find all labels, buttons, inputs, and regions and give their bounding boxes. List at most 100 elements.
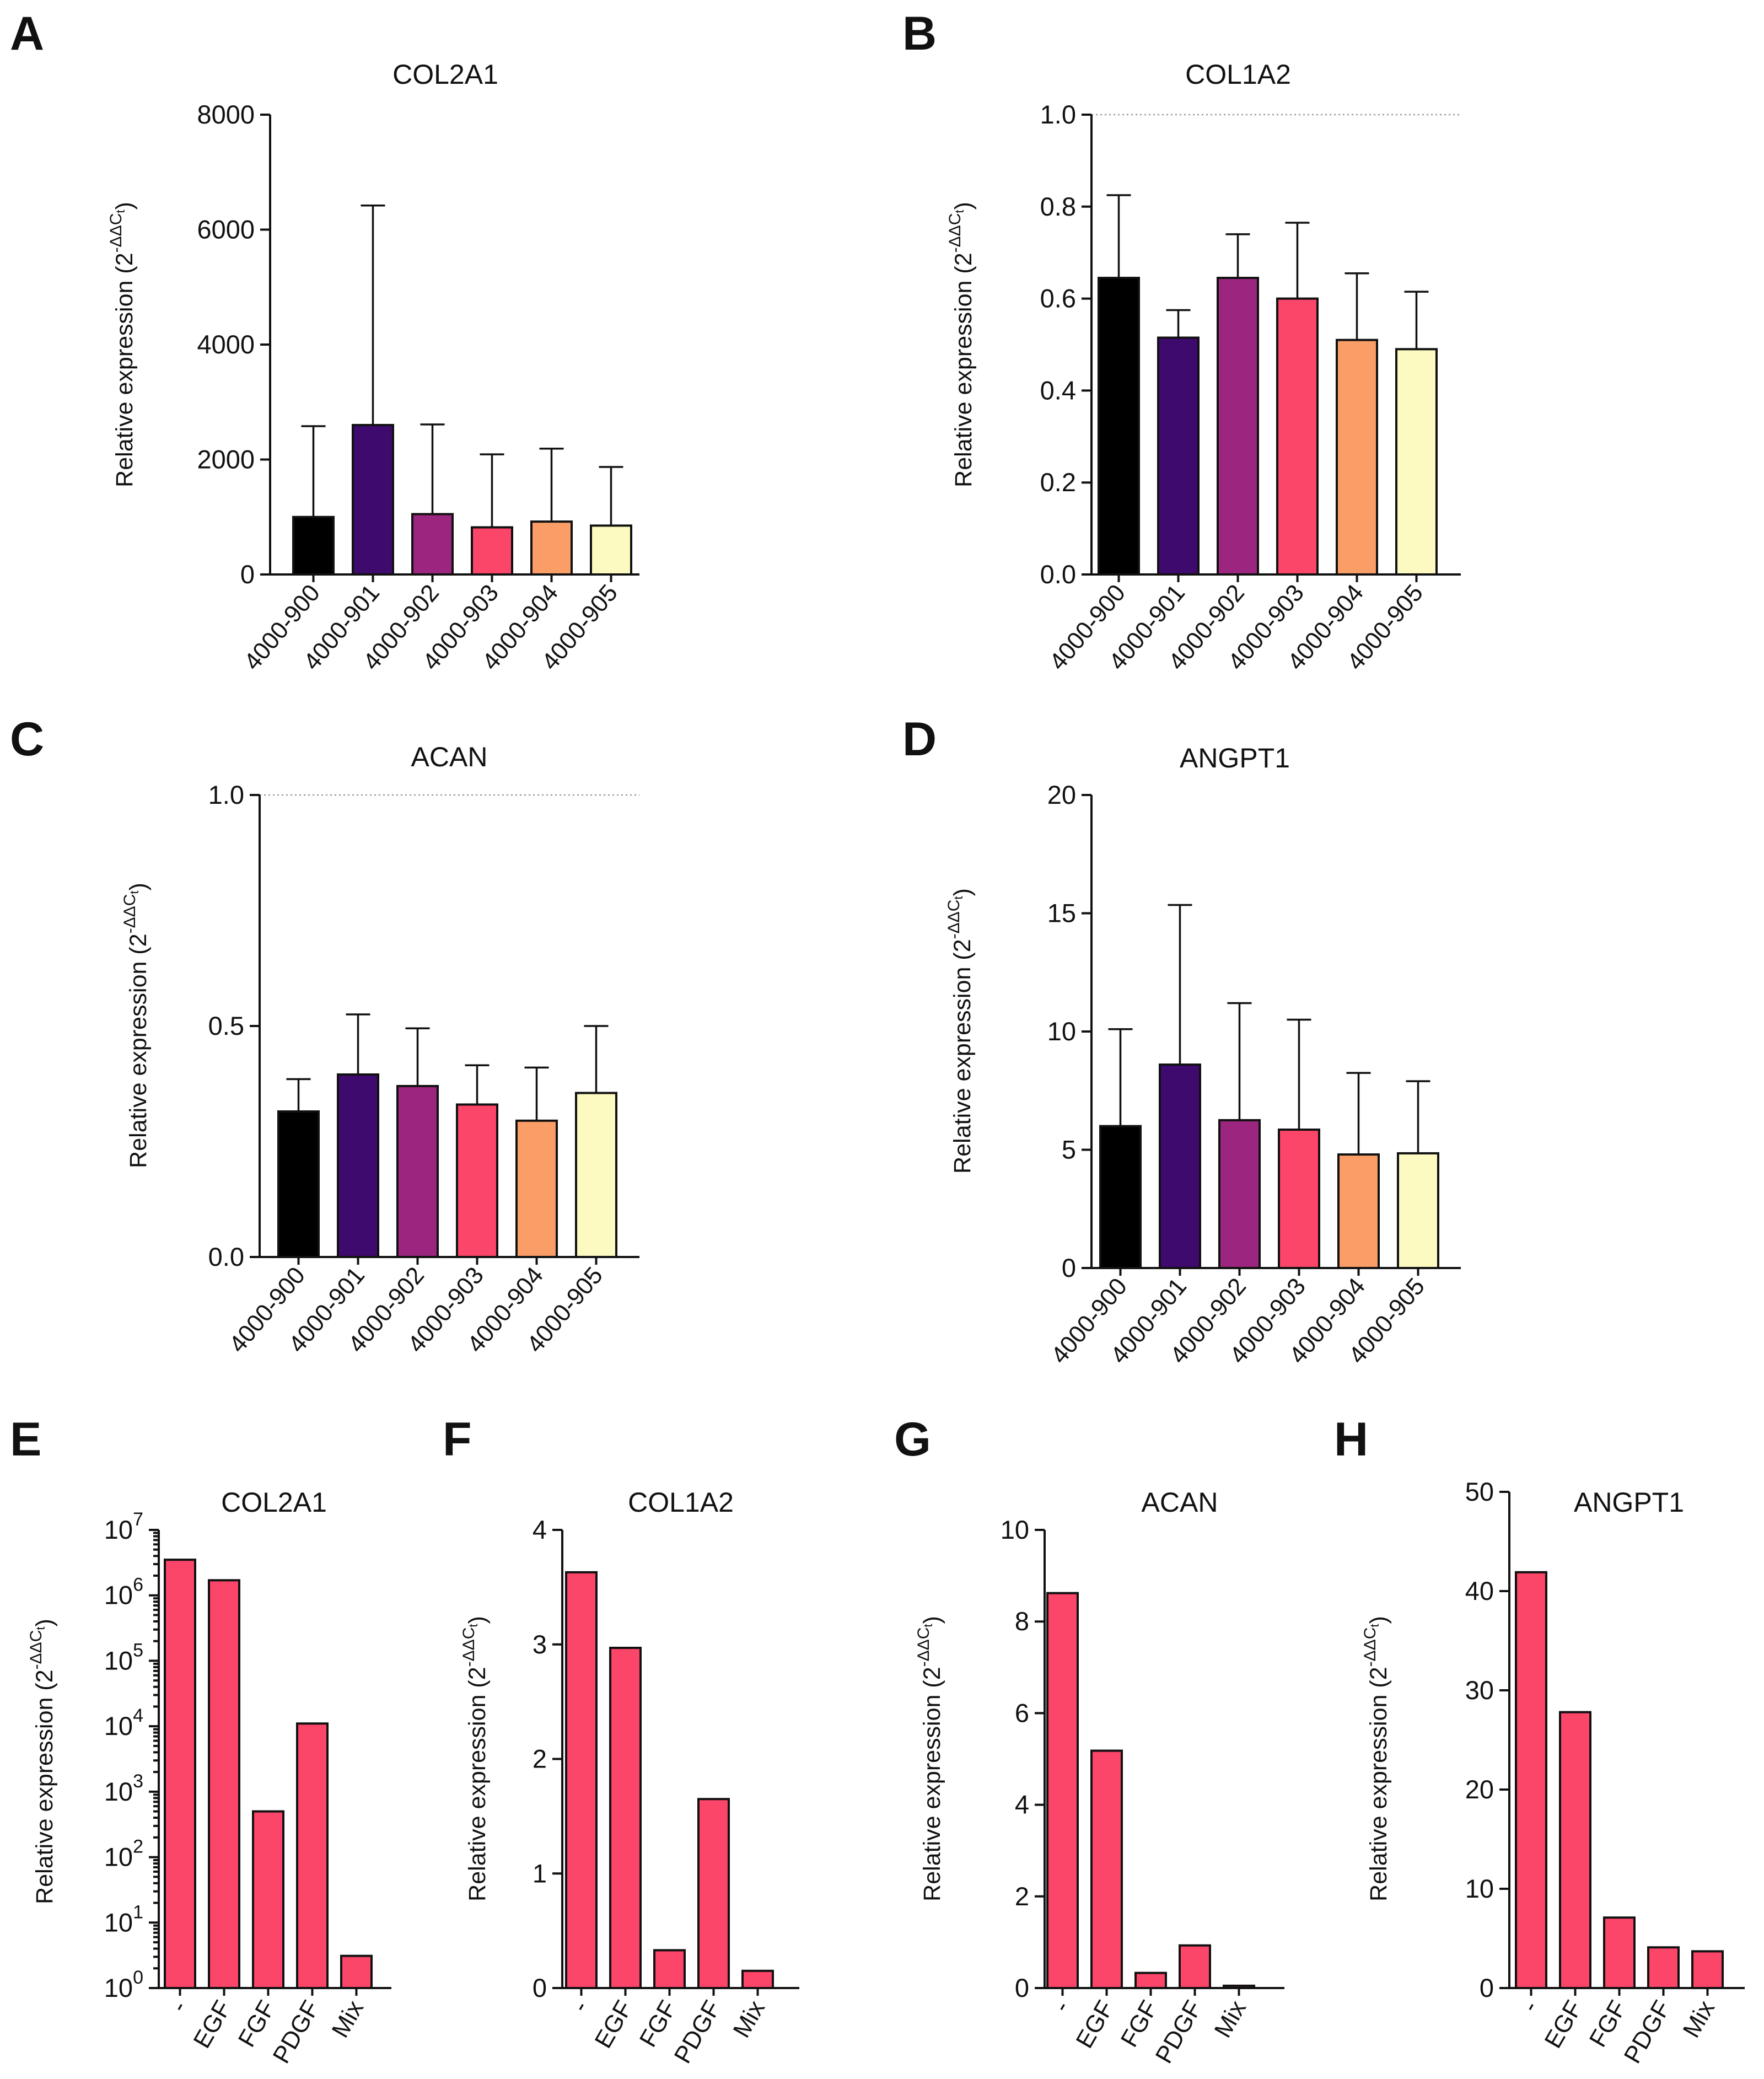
- tick-exponent: 3: [133, 1771, 143, 1792]
- y-tick-label: 0.5: [208, 1011, 244, 1040]
- error-bar: [1166, 309, 1191, 338]
- x-tick-label: PDGF: [669, 1996, 727, 2068]
- bar-mix: [1691, 1950, 1724, 1989]
- y-label-text: Relative expression (2: [464, 1667, 491, 1901]
- y-label-subscript: t: [951, 896, 965, 900]
- x-tick-label: EGF: [1539, 1996, 1588, 2053]
- bar-4000-903: [471, 526, 513, 576]
- bar-egf: [208, 1579, 240, 1989]
- y-label-text: Relative expression (2: [950, 253, 977, 487]
- y-label-superscript: -ΔΔC: [945, 900, 963, 939]
- bar-untreated: [1046, 1592, 1079, 1989]
- x-tick-label: EGF: [589, 1996, 638, 2053]
- error-bar: [346, 1013, 370, 1075]
- panel-letter: B: [902, 7, 937, 60]
- bar-pdgf: [1647, 1946, 1680, 1989]
- y-label-close: ): [1365, 1616, 1392, 1624]
- tick-exponent: 6: [133, 1575, 143, 1595]
- y-label-close: ): [464, 1616, 491, 1624]
- error-bar: [1108, 1028, 1133, 1126]
- y-axis-label: Relative expression (2-ΔΔCt): [945, 888, 976, 1174]
- bar-fgf: [1134, 1971, 1167, 1989]
- y-tick-label: 0.0: [208, 1242, 244, 1271]
- y-tick-label: 104: [104, 1705, 143, 1740]
- y-label-close: ): [125, 883, 152, 890]
- y-label-subscript: t: [953, 210, 966, 213]
- tick-base: 10: [104, 1646, 133, 1675]
- bar-mix: [340, 1954, 373, 1990]
- tick-base: 10: [104, 1908, 133, 1937]
- bar-4000-904: [530, 520, 573, 576]
- error-bar: [1285, 222, 1310, 299]
- y-label-subscript: t: [466, 1624, 480, 1627]
- y-label-close: ): [111, 202, 138, 209]
- x-tick-label: -: [1516, 1996, 1544, 2017]
- y-tick-label: 0.6: [1040, 284, 1076, 313]
- bar-pdgf: [1179, 1944, 1211, 1990]
- panel-letter: E: [10, 1413, 41, 1466]
- y-label-text: Relative expression (2: [919, 1667, 945, 1901]
- y-tick-label: 40: [1465, 1576, 1494, 1605]
- y-label-text: Relative expression (2: [125, 933, 152, 1168]
- bar-4000-900: [292, 515, 335, 576]
- bar-4000-905: [1397, 1152, 1439, 1270]
- bar-4000-902: [411, 513, 454, 576]
- tick-base: 10: [104, 1842, 133, 1872]
- error-bar: [465, 1064, 490, 1105]
- y-label-superscript: -ΔΔC: [946, 213, 964, 253]
- error-bar: [584, 1025, 609, 1093]
- x-tick-label: -: [165, 1996, 192, 2017]
- bar-4000-900: [277, 1110, 320, 1259]
- chart-title: ANGPT1: [1574, 1487, 1684, 1518]
- y-label-subscript: t: [921, 1624, 935, 1627]
- y-axis-label: Relative expression (2-ΔΔCt): [915, 1616, 945, 1901]
- chart-title: COL2A1: [221, 1487, 327, 1518]
- y-label-close: ): [31, 1619, 58, 1626]
- error-bar: [1225, 233, 1250, 278]
- y-tick-label: 20: [1465, 1775, 1494, 1804]
- bar-pdgf: [697, 1798, 730, 1989]
- y-tick-label: 1.0: [1040, 100, 1076, 129]
- error-bar: [1106, 194, 1131, 278]
- bar-4000-901: [1157, 336, 1200, 576]
- tick-base: 10: [104, 1973, 133, 2002]
- y-label-subscript: t: [127, 891, 141, 894]
- bar-4000-905: [575, 1092, 617, 1258]
- y-tick-label: 20: [1047, 780, 1076, 809]
- tick-base: 10: [104, 1581, 133, 1610]
- y-axis-label: Relative expression (2-ΔΔCt): [460, 1616, 491, 1901]
- bar-4000-905: [590, 524, 632, 576]
- x-tick-label: Mix: [1678, 1996, 1720, 2043]
- y-tick-label: 30: [1465, 1675, 1494, 1705]
- y-tick-label: 0: [1480, 1973, 1494, 2002]
- bar-4000-904: [1336, 339, 1378, 576]
- bar-egf: [609, 1646, 642, 1989]
- y-label-text: Relative expression (2: [949, 939, 976, 1173]
- error-bar: [1346, 1072, 1371, 1155]
- y-label-close: ): [949, 888, 976, 896]
- chart-title: ACAN: [1142, 1487, 1218, 1518]
- chart-panel-c: C ACAN4000-9004000-9014000-9024000-903400…: [10, 713, 639, 1358]
- y-tick-label: 102: [104, 1836, 143, 1872]
- y-tick-label: 2: [1015, 1882, 1029, 1911]
- y-tick-label: 2000: [197, 445, 255, 474]
- y-tick-label: 0: [1062, 1253, 1076, 1282]
- y-tick-label: 4000: [197, 330, 255, 359]
- error-bar: [1344, 272, 1369, 340]
- bar-4000-901: [352, 423, 394, 576]
- x-tick-label: Mix: [327, 1996, 369, 2043]
- bar-4000-902: [1218, 1119, 1261, 1269]
- error-bar: [420, 423, 445, 514]
- chart-panel-d: D ANGPT14000-9004000-9014000-9024000-9034…: [902, 713, 1461, 1369]
- chart-panel-b: BCOL1A24000-9004000-9014000-9024000-9034…: [902, 7, 1461, 675]
- y-tick-label: 4: [1015, 1790, 1029, 1819]
- y-axis-label: Relative expression (2-ΔΔCt): [1361, 1616, 1392, 1901]
- error-bar: [480, 453, 504, 528]
- x-tick-label: EGF: [188, 1996, 236, 2053]
- error-bar: [1406, 1080, 1430, 1153]
- bar-4000-904: [515, 1119, 558, 1259]
- bar-4000-901: [1159, 1063, 1201, 1270]
- tick-exponent: 4: [133, 1705, 143, 1726]
- y-tick-label: 6: [1015, 1698, 1029, 1727]
